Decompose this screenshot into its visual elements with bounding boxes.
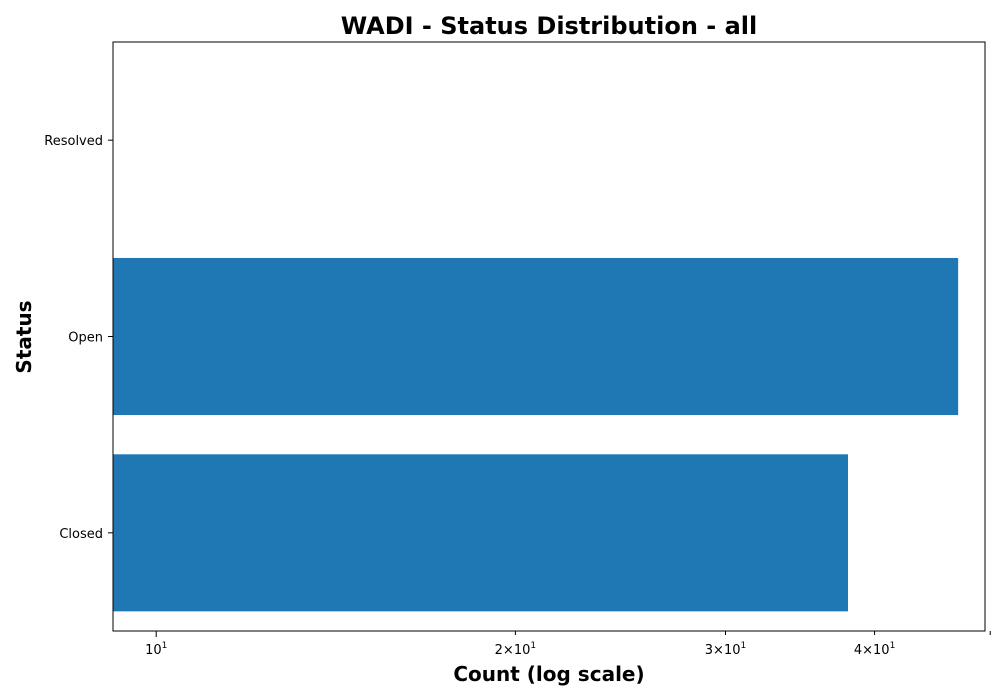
bar-closed [113,454,848,612]
x-axis-label: Count (log scale) [453,662,644,686]
x-tick-label-40: 4×101 [854,641,895,658]
y-tick-label-open: Open [68,331,103,346]
x-axis: 101 2×101 3×101 4×101 [145,631,991,658]
x-tick-label-20: 2×101 [495,641,536,658]
x-tick-label-10: 101 [145,641,167,658]
y-axis: Closed Open Resolved [44,134,113,542]
y-tick-label-resolved: Resolved [44,134,103,149]
chart-title: WADI - Status Distribution - all [341,12,757,40]
bar-open [113,257,959,416]
x-tick-label-30: 3×101 [705,641,746,658]
bar-layer [113,257,959,612]
y-tick-label-closed: Closed [59,527,103,542]
y-axis-label: Status [12,300,36,373]
